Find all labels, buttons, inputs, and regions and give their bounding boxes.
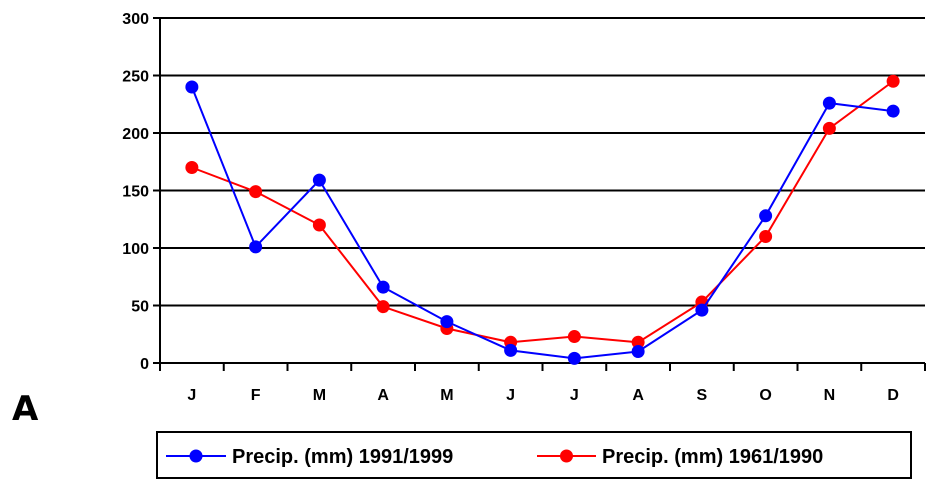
data-point-series-1 (376, 280, 390, 294)
data-point-series-1 (631, 345, 645, 358)
data-point-series-2 (759, 230, 773, 243)
data-point-series-2 (631, 335, 645, 349)
x-tick-label: S (697, 387, 708, 404)
data-point-series-1 (440, 315, 454, 329)
data-point-series-1 (567, 351, 581, 365)
x-tick-label: J (570, 387, 579, 404)
series-layer (185, 74, 900, 365)
data-point-series-2 (312, 218, 326, 232)
legend-swatch-marker (189, 449, 203, 463)
y-axis-ticks: 0 50 100 150 200 250 300 (122, 11, 160, 373)
y-tick-label: 50 (131, 299, 149, 316)
y-tick-label: 0 (140, 356, 149, 373)
data-point-series-2 (886, 74, 900, 88)
x-tick-label: J (506, 387, 515, 404)
data-point-series-1 (822, 96, 836, 110)
x-tick-label: N (824, 387, 836, 404)
x-tick-label: M (313, 387, 326, 404)
x-tick-label: F (251, 387, 261, 404)
legend: Precip. (mm) 1991/1999 Precip. (mm) 1961/… (156, 431, 912, 479)
legend-label: Precip. (mm) 1991/1999 (232, 446, 453, 468)
legend-box (156, 431, 912, 479)
data-point-series-1 (185, 80, 199, 94)
data-point-series-1 (504, 343, 518, 357)
data-point-series-2 (185, 161, 199, 174)
series-line-1 (190, 86, 894, 360)
data-point-series-1 (695, 303, 709, 317)
series-line-2 (191, 80, 894, 344)
y-tick-label: 200 (122, 126, 149, 143)
data-point-series-2 (567, 330, 581, 344)
y-tick-label: 250 (122, 69, 149, 86)
data-point-series-2 (249, 185, 263, 199)
x-tick-label: J (187, 387, 196, 404)
data-point-series-1 (886, 104, 900, 118)
x-tick-label: A (377, 387, 389, 404)
x-tick-label: O (759, 387, 771, 404)
data-point-series-1 (312, 173, 326, 187)
panel-label: A (12, 389, 39, 429)
data-point-series-1 (759, 209, 773, 223)
data-point-series-2 (376, 300, 390, 314)
x-tick-label: D (887, 387, 899, 404)
x-tick-label: A (632, 387, 644, 404)
data-point-series-1 (249, 240, 263, 254)
legend-swatch-marker (560, 449, 573, 463)
data-point-series-2 (822, 121, 836, 135)
gridlines (160, 17, 925, 307)
y-tick-label: 300 (122, 11, 149, 28)
legend-label: Precip. (mm) 1961/1990 (602, 446, 823, 468)
y-tick-label: 100 (122, 241, 149, 258)
x-tick-label: M (440, 387, 453, 404)
y-tick-label: 150 (122, 184, 149, 201)
